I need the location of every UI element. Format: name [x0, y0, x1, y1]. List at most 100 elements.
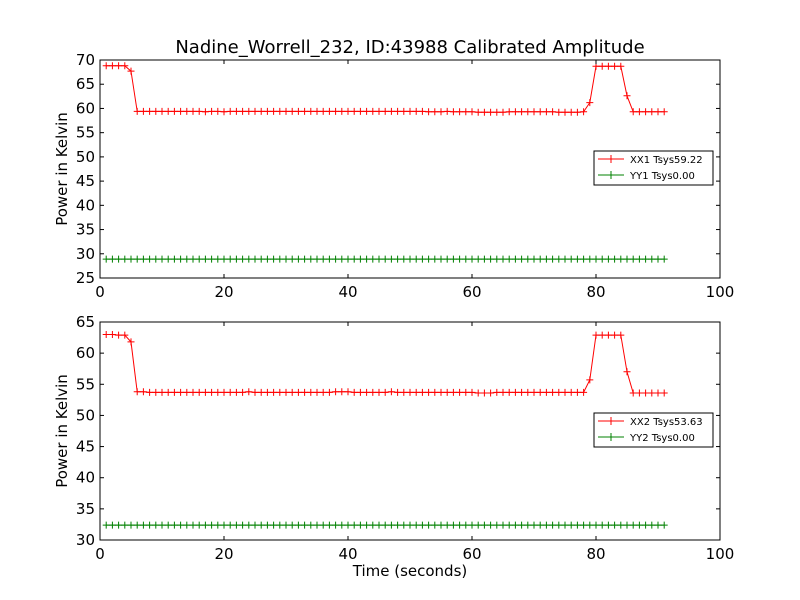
data-point [381, 107, 389, 115]
data-point [449, 521, 457, 529]
y-tick-label: 50 [76, 148, 95, 166]
data-point [133, 107, 141, 115]
data-point [294, 521, 302, 529]
data-point [536, 108, 544, 116]
data-point [344, 107, 352, 115]
data-point [555, 521, 563, 529]
data-point [239, 255, 247, 263]
data-point [412, 255, 420, 263]
x-tick-label: 100 [706, 545, 735, 563]
data-point [146, 107, 154, 115]
data-point [449, 388, 457, 396]
x-tick-label: 80 [586, 283, 605, 301]
data-point [505, 388, 513, 396]
data-point [294, 255, 302, 263]
data-point [456, 108, 464, 116]
data-point [394, 388, 402, 396]
data-point [493, 521, 501, 529]
data-point [418, 388, 426, 396]
data-point [121, 255, 129, 263]
data-point [232, 388, 240, 396]
data-point [511, 255, 519, 263]
data-point [257, 521, 265, 529]
legend-label-yy2: YY2 Tsys0.00 [629, 433, 695, 444]
data-point [549, 255, 557, 263]
data-point [549, 108, 557, 116]
data-point [400, 521, 408, 529]
data-point [530, 255, 538, 263]
data-point [214, 255, 222, 263]
data-point [332, 521, 340, 529]
data-point [115, 331, 123, 339]
data-point [375, 521, 383, 529]
data-point [623, 521, 631, 529]
data-point [375, 255, 383, 263]
data-point [201, 388, 209, 396]
data-point [276, 521, 284, 529]
data-point [629, 255, 637, 263]
data-point [313, 388, 321, 396]
data-point [350, 388, 358, 396]
data-point [654, 108, 662, 116]
data-point [201, 521, 209, 529]
data-point [660, 255, 668, 263]
data-point [611, 331, 619, 339]
data-point [108, 331, 116, 338]
data-point [220, 388, 228, 396]
data-point [121, 62, 129, 70]
data-point [294, 388, 302, 396]
data-point [437, 521, 445, 529]
data-point [183, 255, 191, 263]
data-point [431, 388, 439, 396]
data-point [245, 521, 253, 529]
data-point [319, 388, 327, 396]
data-point [425, 255, 433, 263]
data-point [127, 521, 135, 529]
chart-title: Nadine_Worrell_232, ID:43988 Calibrated … [175, 37, 644, 58]
data-point [369, 521, 377, 529]
data-point [443, 388, 451, 396]
x-tick-label: 60 [462, 283, 481, 301]
x-tick-label: 0 [95, 283, 105, 301]
y-tick-label: 50 [76, 406, 95, 424]
data-point [493, 108, 501, 116]
data-point [356, 521, 364, 529]
data-point [381, 388, 389, 396]
data-point [394, 107, 402, 115]
data-point [288, 255, 296, 263]
data-point [270, 107, 278, 115]
data-point [617, 521, 625, 529]
data-point [195, 255, 203, 263]
data-point [412, 388, 420, 396]
data-point [208, 521, 216, 529]
plot-marks [102, 62, 668, 263]
data-point [431, 108, 439, 116]
data-point [276, 388, 284, 396]
data-point [338, 255, 346, 263]
data-point [288, 388, 296, 396]
data-point [257, 107, 265, 115]
data-point [208, 255, 216, 263]
data-point [611, 521, 619, 529]
data-point [263, 521, 271, 529]
data-point [524, 521, 532, 529]
data-point [487, 521, 495, 529]
data-point [288, 107, 296, 115]
data-point [598, 62, 606, 70]
x-tick-label: 40 [338, 283, 357, 301]
data-point [177, 107, 185, 115]
data-point [480, 108, 488, 116]
data-point [164, 255, 172, 263]
data-point [139, 255, 147, 263]
data-point [425, 388, 433, 396]
data-point [412, 521, 420, 529]
data-point [654, 389, 662, 397]
data-point [146, 255, 154, 263]
data-point [536, 521, 544, 529]
data-point [561, 255, 569, 263]
y-tick-label: 30 [76, 531, 95, 549]
data-point [567, 255, 575, 263]
data-point [474, 255, 482, 263]
data-point [530, 388, 538, 396]
